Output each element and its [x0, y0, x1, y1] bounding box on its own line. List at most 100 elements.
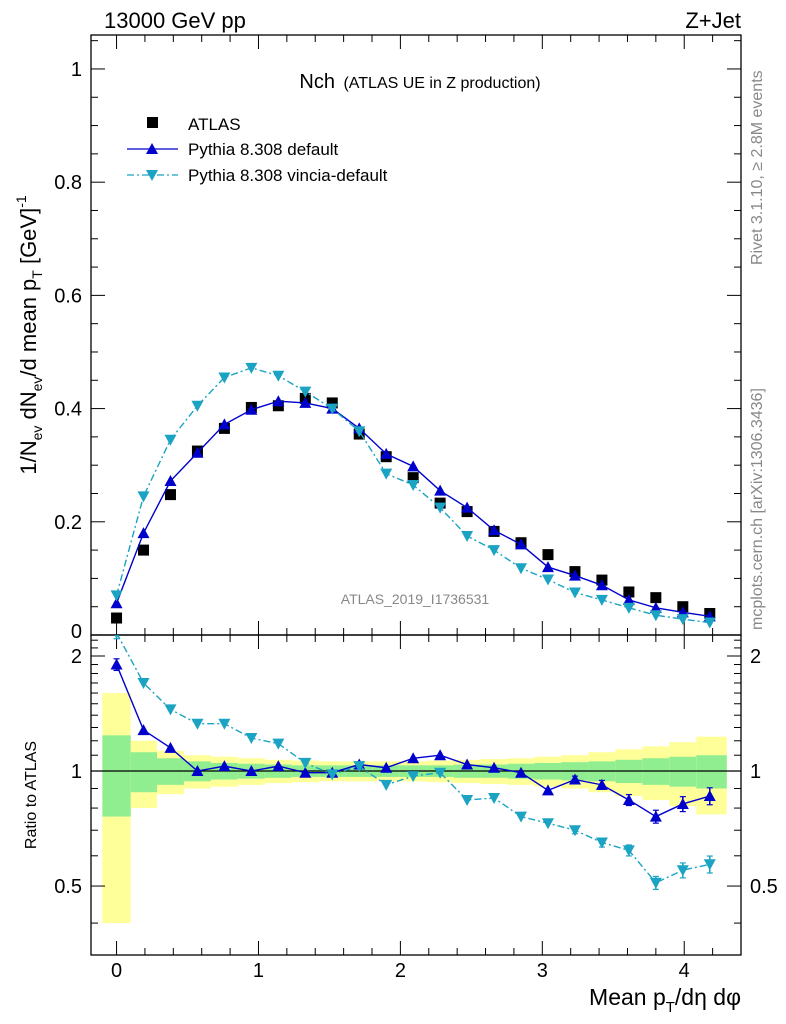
x-tick-label-1: 1	[253, 960, 264, 982]
analysis-watermark: ATLAS_2019_I1736531	[341, 591, 490, 607]
green-band-21	[669, 756, 697, 787]
point-default-14	[488, 524, 501, 536]
y-tick-label-1: 1	[71, 59, 82, 81]
point-default-7	[299, 396, 312, 408]
y-tick-label-0.2: 0.2	[54, 512, 82, 534]
point-atlas-0	[111, 612, 123, 624]
ratio-point-vincia-15	[515, 811, 528, 823]
ratio-point-vincia-2	[164, 704, 177, 716]
point-default-15	[515, 538, 528, 550]
point-vincia-4	[218, 372, 231, 384]
point-default-3	[191, 446, 204, 458]
point-vincia-12	[434, 502, 447, 514]
legend-label-default: Pythia 8.308 default	[188, 140, 339, 159]
ratio-point-vincia-19	[622, 845, 635, 857]
x-tick-label-2: 2	[395, 960, 406, 982]
ratio-tick-label-right-1: 1	[750, 761, 761, 783]
ratio-tick-label-2: 2	[71, 646, 82, 668]
ratio-panel-series	[110, 635, 716, 890]
rivet-label: Rivet 3.1.10, ≥ 2.8M events	[749, 70, 766, 265]
y-axis-label: 1/Nev dNev/d mean pT [GeV]-1	[13, 195, 45, 475]
ratio-tick-label-0.5: 0.5	[54, 876, 82, 898]
ratio-point-vincia-6	[272, 738, 285, 750]
point-default-16	[541, 561, 554, 573]
point-default-19	[622, 593, 635, 605]
point-vincia-10	[380, 468, 393, 480]
header-left: 13000 GeV pp	[104, 8, 246, 33]
point-default-12	[434, 484, 447, 496]
axis-ticks	[91, 35, 742, 955]
point-vincia-22	[703, 617, 716, 629]
ratio-point-default-7	[299, 766, 312, 778]
ratio-point-vincia-18	[595, 837, 608, 849]
legend: ATLAS Pythia 8.308 default Pythia 8.308 …	[127, 115, 388, 185]
point-vincia-0	[110, 590, 123, 602]
ratio-point-vincia-17	[568, 825, 581, 837]
series-line-vincia	[115, 367, 710, 624]
ratio-point-default-18	[595, 778, 608, 790]
mcplots-label: mcplots.cern.ch [arXiv:1306.3436]	[749, 388, 766, 630]
point-default-0	[110, 597, 123, 609]
ratio-point-vincia-0	[114, 635, 119, 639]
point-atlas-16	[542, 549, 554, 561]
ratio-point-vincia-8	[326, 769, 339, 781]
point-default-11	[407, 460, 420, 472]
ratio-point-default-11	[407, 752, 420, 764]
ratio-point-default-15	[515, 766, 528, 778]
green-band-22	[696, 755, 727, 789]
ratio-axis-label: Ratio to ATLAS	[23, 741, 40, 849]
point-atlas-19	[623, 586, 635, 598]
point-vincia-6	[272, 370, 285, 382]
plot-title: Nch (ATLAS UE in Z production)	[299, 71, 540, 93]
ratio-uncertainty-bands	[102, 693, 727, 924]
ratio-tick-label-1: 1	[71, 761, 82, 783]
tick-labels: 0 1 2 3 4 0 0.2 0.4 0.6 0.8 1 0.5 1 2 0.…	[54, 59, 778, 982]
ratio-tick-label-right-2: 2	[750, 646, 761, 668]
x-tick-label-3: 3	[537, 960, 548, 982]
point-vincia-7	[299, 386, 312, 398]
point-vincia-19	[622, 602, 635, 614]
ratio-point-default-3	[191, 765, 204, 777]
ratio-point-vincia-21	[676, 865, 689, 877]
legend-marker-atlas	[147, 117, 158, 128]
point-atlas-11	[407, 472, 419, 484]
y-tick-label-0.6: 0.6	[54, 285, 82, 307]
point-default-18	[595, 579, 608, 591]
ratio-point-vincia-9	[353, 761, 366, 773]
point-vincia-15	[515, 563, 528, 575]
point-vincia-17	[568, 587, 581, 599]
point-default-20	[649, 601, 662, 613]
header-right: Z+Jet	[685, 8, 741, 33]
ratio-point-default-12	[434, 749, 447, 761]
ratio-point-vincia-7	[299, 757, 312, 769]
point-vincia-8	[326, 403, 339, 415]
ratio-point-vincia-16	[541, 818, 554, 830]
green-band-0	[102, 735, 131, 817]
point-atlas-2	[164, 489, 176, 501]
x-tick-label-0: 0	[111, 960, 122, 982]
legend-label-atlas: ATLAS	[188, 115, 241, 134]
ratio-point-default-6	[272, 760, 285, 772]
point-vincia-21	[676, 614, 689, 626]
point-default-6	[272, 395, 285, 407]
ratio-point-default-1	[137, 724, 150, 736]
ratio-point-default-10	[380, 761, 393, 773]
point-atlas-20	[650, 592, 662, 604]
ratio-point-default-21	[676, 797, 689, 809]
ratio-point-default-0	[110, 658, 123, 670]
x-axis-label: Mean pT/dη dφ	[589, 984, 741, 1016]
green-band-1	[130, 752, 157, 793]
ratio-point-default-17	[568, 773, 581, 785]
point-vincia-20	[649, 610, 662, 622]
y-tick-label-0: 0	[71, 621, 82, 643]
point-vincia-18	[595, 594, 608, 606]
ratio-point-default-13	[461, 758, 474, 770]
point-vincia-9	[353, 426, 366, 438]
ratio-point-default-5	[245, 765, 258, 777]
ratio-point-vincia-11	[407, 771, 420, 783]
ratio-point-vincia-14	[488, 792, 501, 804]
ratio-point-default-14	[488, 761, 501, 773]
ratio-point-vincia-3	[191, 718, 204, 730]
legend-label-vincia: Pythia 8.308 vincia-default	[188, 166, 388, 185]
